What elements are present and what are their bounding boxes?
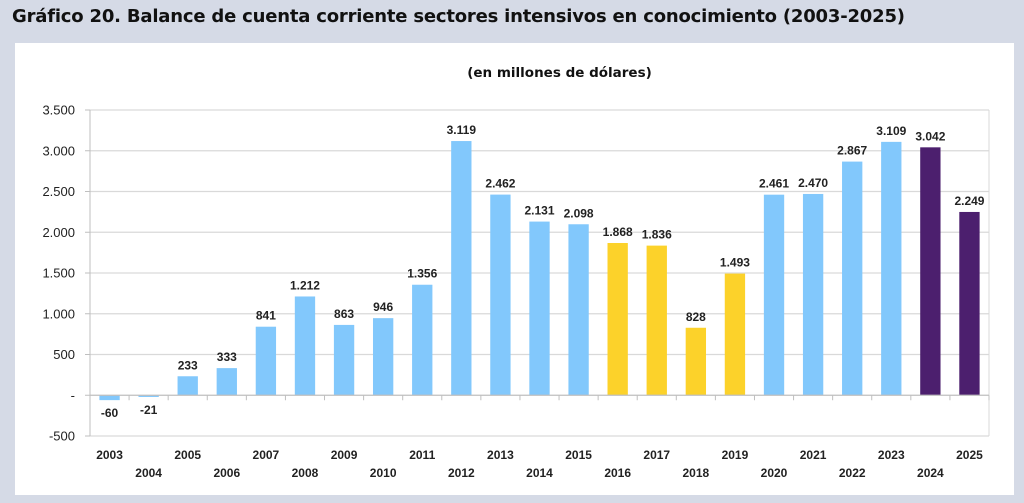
data-label: 1.493 (720, 256, 750, 270)
bar-2009 (333, 324, 355, 396)
data-label: -21 (140, 403, 158, 417)
x-tick-label: 2007 (253, 448, 280, 462)
y-tick-label: 3.000 (42, 143, 75, 158)
data-label: 2.131 (524, 204, 554, 218)
data-label: 1.868 (603, 225, 633, 239)
x-tick-label: 2003 (96, 448, 123, 462)
bar-2022 (842, 161, 863, 396)
bar-chart: (en millones de dólares) -500-5001.0001.… (42, 65, 990, 480)
x-axis: 2003 2004 2005 2006 2007 2008 2009 2010 2011 2012… (89, 394, 990, 480)
y-tick-label: 1.500 (42, 266, 75, 281)
bar-2003 (99, 395, 120, 401)
data-label: 1.356 (407, 267, 437, 281)
bar-2007 (255, 326, 277, 396)
bar-2011 (412, 284, 433, 396)
y-tick-label: -500 (49, 429, 75, 444)
x-tick-label: 2008 (292, 466, 319, 480)
bar-2021 (802, 193, 824, 396)
data-label: 2.461 (759, 177, 789, 191)
x-tick-label: 2005 (174, 448, 201, 462)
x-tick-label: 2017 (643, 448, 670, 462)
bars (99, 141, 980, 401)
x-tick-label: 2015 (565, 448, 592, 462)
bar-2017 (646, 245, 667, 396)
data-label: 3.109 (876, 124, 906, 138)
x-tick-label: 2024 (917, 466, 944, 480)
bar-2025 (959, 211, 980, 396)
figure-title: Gráfico 20. Balance de cuenta corriente … (12, 6, 905, 27)
data-labels: -60 -21 233 333 841 1.212 863 946 1.356 3.119 2.46… (101, 123, 985, 420)
data-label: 863 (334, 307, 354, 321)
data-label: 2.098 (564, 206, 594, 220)
x-tick-label: 2020 (761, 466, 788, 480)
data-label: 333 (217, 350, 237, 364)
bar-2005 (177, 376, 198, 396)
bar-2024 (920, 147, 941, 396)
data-label: 841 (256, 309, 276, 323)
bar-2023 (881, 141, 902, 396)
data-label: 2.867 (837, 144, 867, 158)
data-label: 3.119 (447, 123, 477, 137)
x-tick-label: 2019 (722, 448, 749, 462)
y-tick-label: 2.000 (42, 225, 75, 240)
bar-2016 (607, 243, 628, 396)
x-tick-label: 2011 (409, 448, 435, 462)
data-label: 2.249 (954, 194, 984, 208)
x-tick-label: 2013 (487, 448, 514, 462)
bar-2013 (490, 194, 511, 396)
x-tick-label: 2009 (331, 448, 358, 462)
x-tick-label: 2022 (839, 466, 866, 480)
data-label: 3.042 (915, 129, 945, 143)
data-label: 1.212 (290, 278, 320, 292)
x-tick-label: 2021 (800, 448, 827, 462)
x-tick-label: 2014 (526, 466, 553, 480)
data-label: 2.470 (798, 176, 828, 190)
x-tick-label: 2023 (878, 448, 905, 462)
bar-2019 (724, 273, 746, 396)
y-tick-label: - (71, 388, 75, 403)
x-tick-label: 2018 (682, 466, 709, 480)
data-label: 1.836 (642, 228, 672, 242)
x-tick-label: 2025 (956, 448, 983, 462)
data-label: 2.462 (485, 177, 515, 191)
bar-2015 (568, 224, 589, 396)
bar-2014 (529, 221, 550, 396)
bar-2018 (685, 327, 707, 396)
bar-2004 (138, 395, 159, 397)
chart-panel: (en millones de dólares) -500-500 1.000 1.… (15, 43, 1014, 495)
chart-subtitle: (en millones de dólares) (467, 65, 652, 81)
x-tick-label: 2010 (370, 466, 397, 480)
bar-2006 (216, 368, 237, 396)
y-tick-label: 2.500 (42, 184, 75, 199)
x-tick-label: 2016 (604, 466, 631, 480)
y-tick-label: 500 (53, 347, 75, 362)
data-label: 828 (686, 310, 706, 324)
x-tick-label: 2012 (448, 466, 475, 480)
bar-2020 (763, 194, 785, 396)
y-tick-label: 1.000 (42, 306, 75, 321)
bar-2010 (372, 318, 394, 396)
data-label: 946 (373, 300, 393, 314)
x-tick-label: 2004 (135, 466, 162, 480)
bar-2008 (294, 296, 316, 396)
data-label: -60 (101, 406, 119, 420)
x-tick-label: 2006 (213, 466, 240, 480)
data-label: 233 (178, 358, 198, 372)
bar-2012 (451, 141, 472, 396)
y-tick-label: 3.500 (42, 103, 75, 118)
